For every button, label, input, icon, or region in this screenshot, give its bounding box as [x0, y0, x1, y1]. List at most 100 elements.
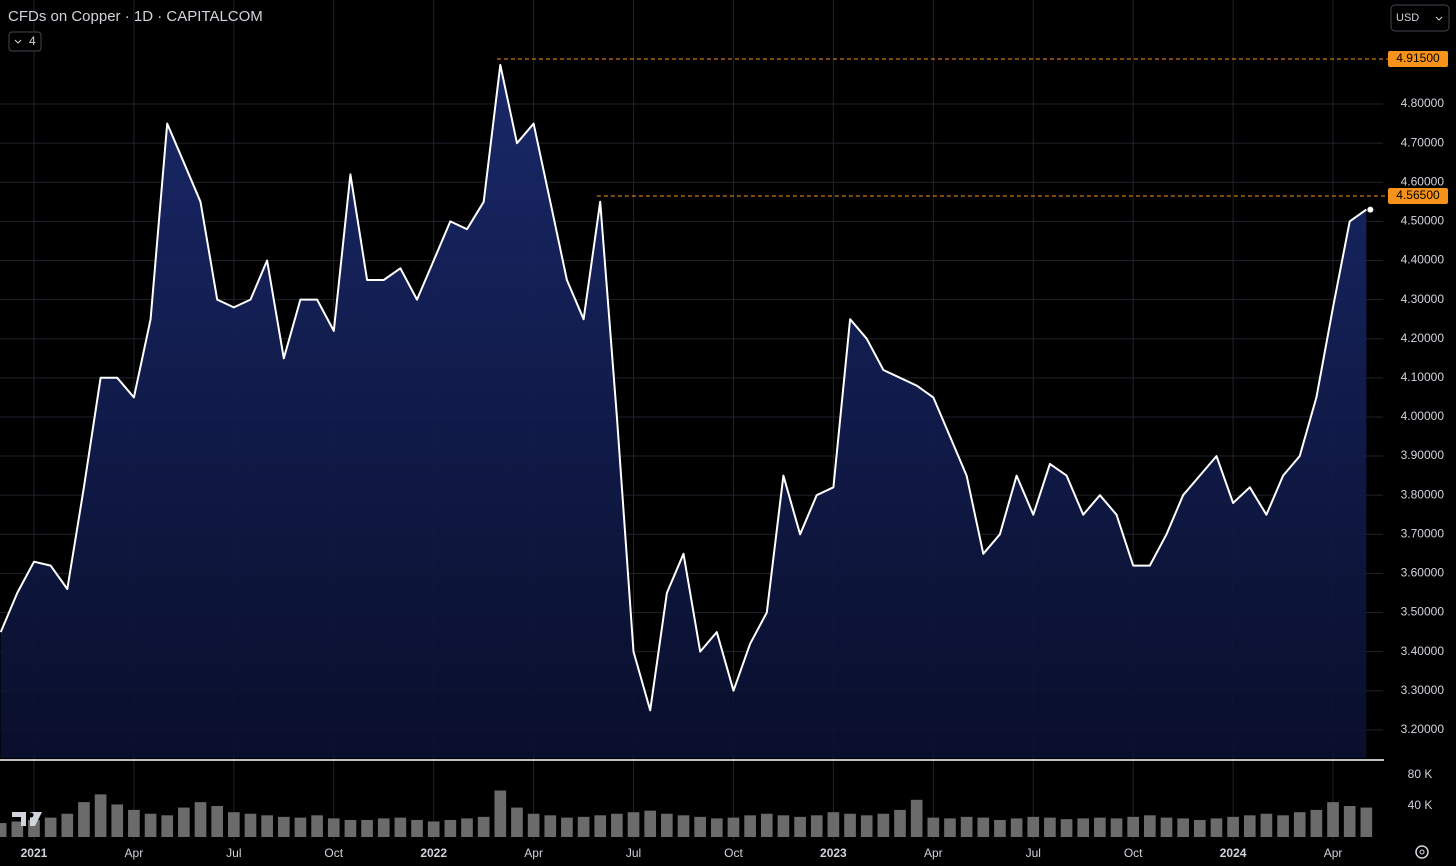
- volume-bar: [78, 802, 90, 837]
- x-tick-label: Oct: [1124, 846, 1143, 860]
- volume-bar: [1310, 809, 1323, 837]
- currency-select[interactable]: [1390, 4, 1450, 32]
- x-tick-label: Jul: [1026, 846, 1041, 860]
- volume-bar: [444, 819, 457, 837]
- volume-bar: [644, 810, 657, 837]
- price-area: [0, 64, 1367, 758]
- volume-bar: [960, 816, 973, 837]
- y-tick-label: 4.60000: [1401, 174, 1445, 188]
- level-label-bg: [1388, 187, 1448, 204]
- volume-bar: [827, 812, 840, 837]
- y-tick-label: 4.40000: [1401, 253, 1445, 267]
- volume-bar: [344, 819, 357, 837]
- volume-bar: [594, 815, 607, 837]
- x-tick-label: 2023: [820, 846, 847, 860]
- volume-bar: [261, 815, 273, 837]
- settings-icon[interactable]: [1415, 845, 1429, 859]
- level-label: 4.91500: [1396, 51, 1440, 65]
- volume-bar: [910, 799, 923, 837]
- volume-bar: [1060, 819, 1073, 837]
- volume-bar: [777, 815, 790, 837]
- volume-bar: [810, 815, 823, 837]
- volume-bar: [361, 819, 373, 837]
- volume-bar: [28, 819, 40, 837]
- y-tick-label: 4.80000: [1401, 96, 1445, 110]
- volume-bar: [1343, 806, 1356, 837]
- volume-bar: [1243, 815, 1256, 837]
- volume-bar: [661, 813, 673, 837]
- volume-bar: [527, 813, 540, 837]
- volume-bar: [511, 807, 523, 837]
- chevron-icon: [1435, 16, 1443, 21]
- level-label: 4.56500: [1396, 188, 1440, 202]
- volume-bar: [1160, 817, 1173, 837]
- volume-bar: [1210, 818, 1223, 837]
- volume-bar: [577, 816, 590, 837]
- volume-bar: [1177, 818, 1189, 837]
- volume-bar: [194, 802, 207, 837]
- volume-bar: [1260, 813, 1273, 837]
- volume-bar: [411, 819, 423, 837]
- volume-bar: [311, 815, 323, 837]
- volume-bar: [694, 816, 706, 837]
- volume-bar: [94, 794, 107, 837]
- volume-bar: [627, 812, 640, 837]
- volume-bar: [844, 813, 856, 837]
- volume-bar: [128, 809, 140, 837]
- volume-bar: [211, 806, 224, 837]
- volume-bar: [327, 818, 340, 837]
- y-tick-label: 4.30000: [1401, 292, 1445, 306]
- y-tick-label: 3.40000: [1401, 644, 1445, 658]
- volume-bar: [477, 816, 490, 837]
- x-tick-label: Oct: [724, 846, 743, 860]
- volume-bar: [894, 809, 906, 837]
- last-price-dot: [1367, 206, 1374, 213]
- volume-bar: [860, 815, 873, 837]
- x-tick-label: Oct: [324, 846, 343, 860]
- volume-tick-label: 80 K: [1408, 767, 1433, 781]
- volume-bar: [927, 817, 940, 837]
- chart-title: CFDs on Copper · 1D · CAPITALCOM: [8, 8, 263, 25]
- volume-bar: [877, 813, 890, 837]
- level-label-bg: [1388, 51, 1448, 68]
- chevron-icon: [14, 39, 22, 44]
- x-tick-label: 2024: [1220, 846, 1247, 860]
- volume-bar: [277, 816, 290, 837]
- volume-bar: [994, 819, 1006, 837]
- x-tick-label: 2021: [21, 846, 48, 860]
- x-tick-label: Apr: [1324, 846, 1343, 860]
- volume-bar: [1110, 818, 1123, 837]
- y-tick-label: 4.50000: [1401, 214, 1445, 228]
- volume-bar: [561, 817, 573, 837]
- currency-label: USD: [1396, 12, 1419, 24]
- volume-bar: [744, 815, 756, 837]
- volume-bar: [1327, 802, 1339, 837]
- y-tick-label: 3.20000: [1401, 722, 1445, 736]
- volume-bar: [1094, 817, 1106, 837]
- volume-bar: [1077, 818, 1090, 837]
- volume-bar: [794, 816, 806, 837]
- volume-bar: [1044, 817, 1056, 837]
- indicator-toggle[interactable]: [8, 31, 42, 52]
- volume-bar: [710, 818, 723, 837]
- y-tick-label: 3.80000: [1401, 487, 1445, 501]
- volume-bar: [0, 823, 7, 837]
- x-tick-label: Jul: [226, 846, 241, 860]
- tv-logo[interactable]: [12, 812, 42, 826]
- volume-bar: [1027, 816, 1040, 837]
- y-tick-label: 4.10000: [1401, 370, 1445, 384]
- y-tick-label: 3.70000: [1401, 526, 1445, 540]
- y-tick-label: 4.70000: [1401, 135, 1445, 149]
- y-tick-label: 3.60000: [1401, 566, 1445, 580]
- x-tick-label: Jul: [626, 846, 641, 860]
- volume-bar: [1360, 807, 1373, 837]
- volume-tick-label: 40 K: [1408, 798, 1433, 812]
- volume-bar: [244, 813, 257, 837]
- volume-bar: [1127, 816, 1140, 837]
- x-tick-label: Apr: [125, 846, 144, 860]
- volume-bar: [377, 818, 390, 837]
- volume-bar: [944, 818, 956, 837]
- y-tick-label: 3.50000: [1401, 605, 1445, 619]
- volume-bar: [1277, 815, 1289, 837]
